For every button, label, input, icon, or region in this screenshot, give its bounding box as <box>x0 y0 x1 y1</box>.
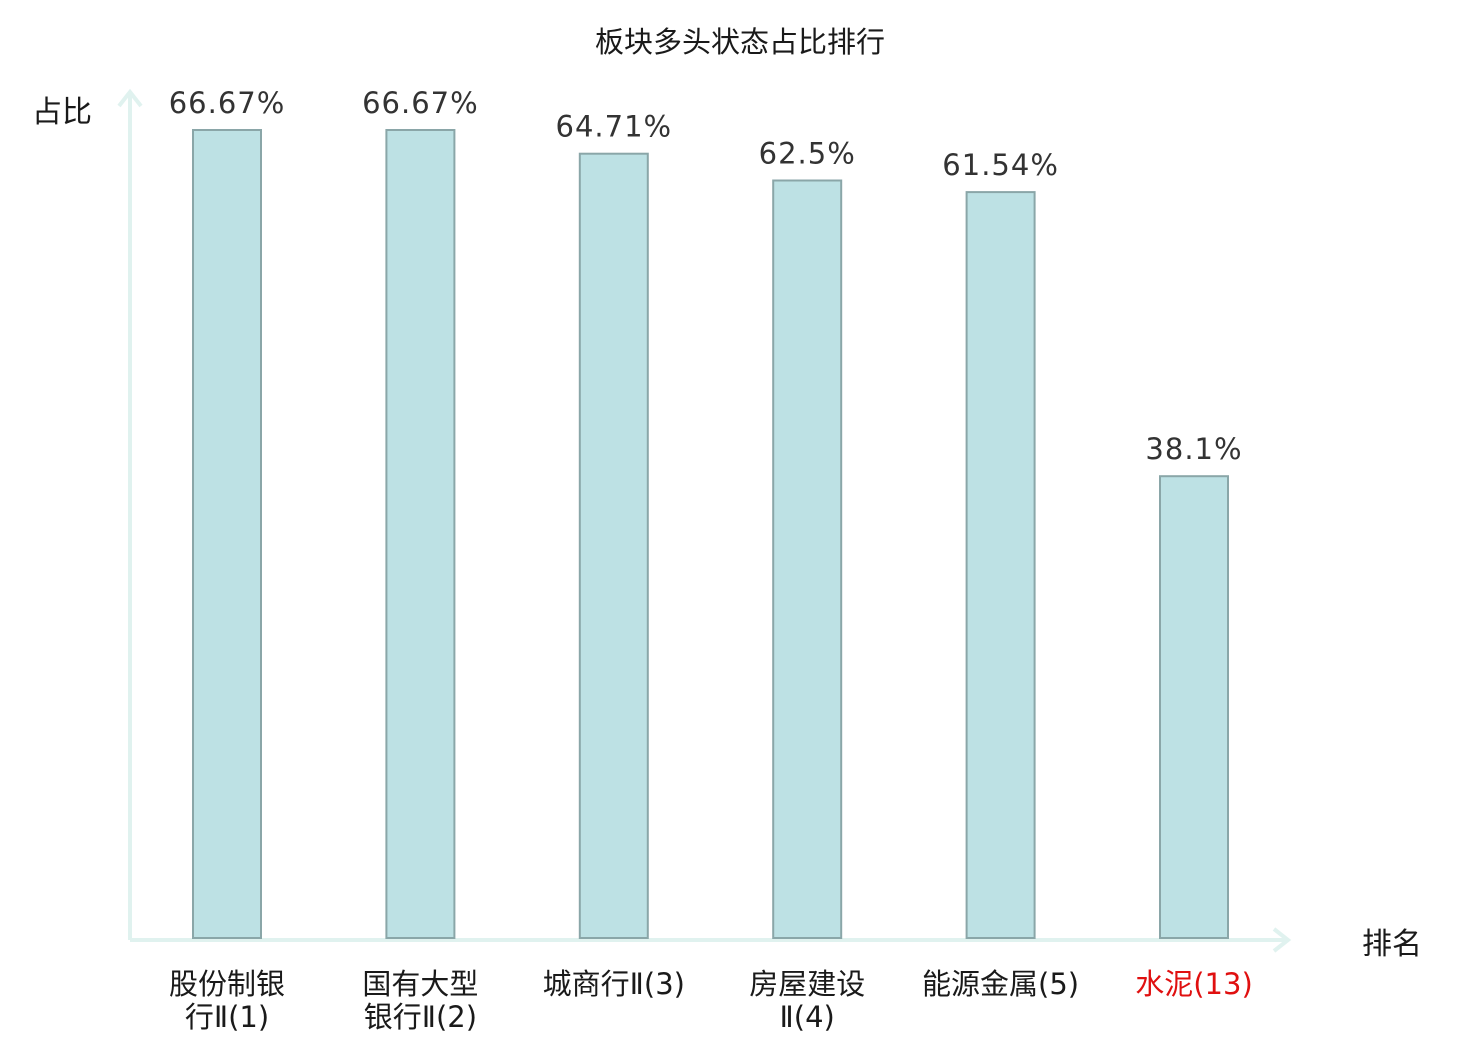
bars <box>192 129 1229 940</box>
bar-1 <box>192 129 262 939</box>
category-label-1-line-2: 行Ⅱ(1) <box>185 1000 269 1034</box>
chart-title: 板块多头状态占比排行 <box>595 25 885 59</box>
value-label-1: 66.67% <box>169 86 286 120</box>
value-label-4: 62.5% <box>759 137 856 171</box>
y-axis-label: 占比 <box>32 95 92 130</box>
category-label-4-line-1: 房屋建设 <box>749 967 865 1001</box>
x-axis <box>130 927 1292 953</box>
category-label-4-line-2: Ⅱ(4) <box>780 1000 835 1034</box>
value-labels: 66.67% 66.67% 64.71% 62.5% 61.54% 38.1% <box>169 86 1242 466</box>
value-label-6: 38.1% <box>1145 432 1242 466</box>
bar-5 <box>965 191 1036 940</box>
value-label-3: 64.71% <box>556 110 673 144</box>
category-label-3-line-1: 城商行Ⅱ(3) <box>543 967 685 1001</box>
bar-6 <box>1159 475 1229 939</box>
category-label-5-line-1: 能源金属(5) <box>922 967 1079 1001</box>
category-label-6-line-1: 水泥(13) <box>1135 967 1253 1001</box>
bar-3 <box>578 152 649 939</box>
value-label-5: 61.54% <box>942 148 1059 182</box>
category-label-2-line-1: 国有大型 <box>362 967 478 1001</box>
bar-4 <box>772 179 843 939</box>
x-axis-label: 排名 <box>1362 927 1422 962</box>
value-label-2: 66.67% <box>362 86 479 120</box>
category-label-1-line-1: 股份制银 <box>169 967 285 1001</box>
y-axis <box>117 88 143 940</box>
bar-2 <box>385 129 456 939</box>
category-label-2-line-2: 银行Ⅱ(2) <box>364 1000 477 1034</box>
